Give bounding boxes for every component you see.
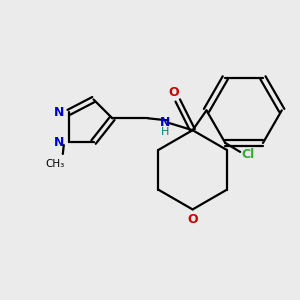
Text: O: O bbox=[187, 213, 198, 226]
Text: N: N bbox=[54, 136, 64, 148]
Text: N: N bbox=[54, 106, 64, 119]
Text: N: N bbox=[160, 116, 170, 129]
Text: H: H bbox=[161, 127, 169, 137]
Text: O: O bbox=[169, 86, 179, 99]
Text: Cl: Cl bbox=[242, 148, 255, 161]
Text: CH₃: CH₃ bbox=[45, 159, 64, 169]
